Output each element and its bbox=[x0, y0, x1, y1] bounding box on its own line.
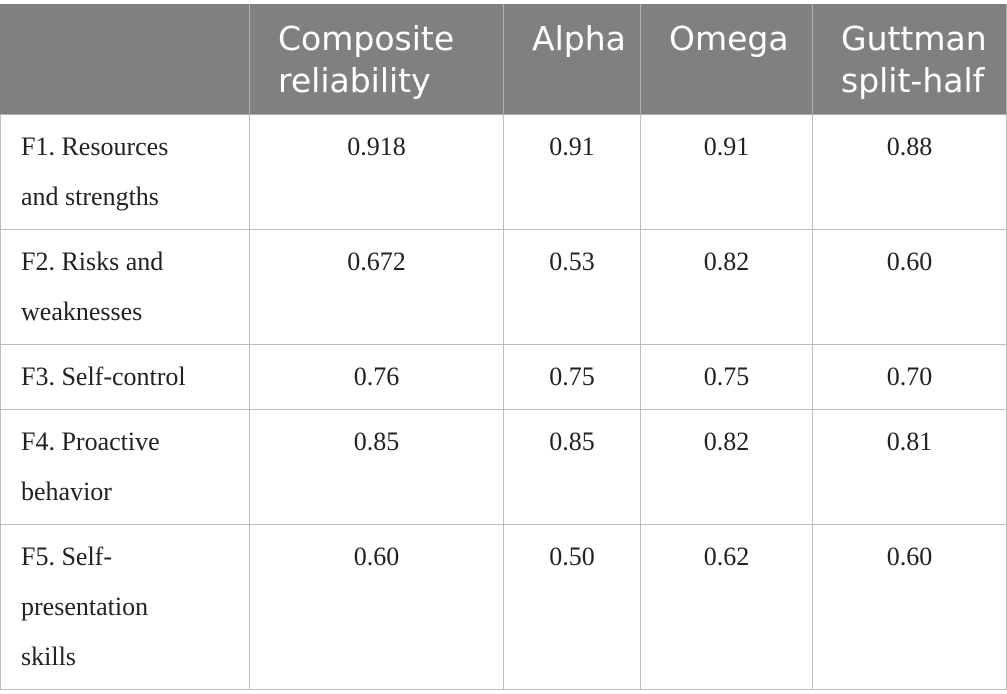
factor-line: skills bbox=[21, 642, 76, 671]
guttman-cell: 0.70 bbox=[813, 345, 1007, 410]
alpha-cell: 0.91 bbox=[504, 115, 641, 230]
omega-cell: 0.75 bbox=[641, 345, 813, 410]
omega-cell: 0.82 bbox=[641, 230, 813, 345]
omega-cell: 0.82 bbox=[641, 410, 813, 525]
factor-line: behavior bbox=[21, 477, 112, 506]
header-line: reliability bbox=[278, 61, 431, 100]
table-row: F3. Self-control 0.76 0.75 0.75 0.70 bbox=[1, 345, 1007, 410]
header-omega: Omega bbox=[641, 4, 813, 115]
factor-line: F5. Self- bbox=[21, 542, 112, 571]
header-line: Guttman bbox=[841, 19, 987, 58]
header-line: split-half bbox=[841, 61, 984, 100]
composite-reliability-cell: 0.918 bbox=[250, 115, 504, 230]
reliability-table: Composite reliability Alpha Omega Guttma… bbox=[0, 4, 1007, 690]
factor-line: F3. Self-control bbox=[21, 362, 186, 391]
guttman-cell: 0.60 bbox=[813, 525, 1007, 690]
guttman-cell: 0.60 bbox=[813, 230, 1007, 345]
header-guttman-split-half: Guttman split-half bbox=[813, 4, 1007, 115]
table-row: F4. Proactive behavior 0.85 0.85 0.82 0.… bbox=[1, 410, 1007, 525]
factor-cell: F1. Resources and strengths bbox=[1, 115, 250, 230]
header-line: Alpha bbox=[532, 19, 626, 58]
factor-cell: F2. Risks and weaknesses bbox=[1, 230, 250, 345]
factor-cell: F5. Self- presentation skills bbox=[1, 525, 250, 690]
header-line: Composite bbox=[278, 19, 454, 58]
factor-line: F1. Resources bbox=[21, 132, 168, 161]
omega-cell: 0.91 bbox=[641, 115, 813, 230]
header-row: Composite reliability Alpha Omega Guttma… bbox=[1, 4, 1007, 115]
factor-line: F2. Risks and bbox=[21, 247, 163, 276]
composite-reliability-cell: 0.672 bbox=[250, 230, 504, 345]
factor-line: presentation bbox=[21, 592, 148, 621]
factor-line: weaknesses bbox=[21, 297, 142, 326]
factor-line: F4. Proactive bbox=[21, 427, 160, 456]
factor-cell: F3. Self-control bbox=[1, 345, 250, 410]
header-line: Omega bbox=[669, 19, 789, 58]
factor-line: and strengths bbox=[21, 182, 159, 211]
composite-reliability-cell: 0.85 bbox=[250, 410, 504, 525]
composite-reliability-cell: 0.76 bbox=[250, 345, 504, 410]
omega-cell: 0.62 bbox=[641, 525, 813, 690]
header-alpha: Alpha bbox=[504, 4, 641, 115]
alpha-cell: 0.53 bbox=[504, 230, 641, 345]
factor-cell: F4. Proactive behavior bbox=[1, 410, 250, 525]
alpha-cell: 0.50 bbox=[504, 525, 641, 690]
header-factor bbox=[1, 4, 250, 115]
alpha-cell: 0.75 bbox=[504, 345, 641, 410]
guttman-cell: 0.88 bbox=[813, 115, 1007, 230]
header-composite-reliability: Composite reliability bbox=[250, 4, 504, 115]
table-row: F2. Risks and weaknesses 0.672 0.53 0.82… bbox=[1, 230, 1007, 345]
composite-reliability-cell: 0.60 bbox=[250, 525, 504, 690]
alpha-cell: 0.85 bbox=[504, 410, 641, 525]
table-row: F5. Self- presentation skills 0.60 0.50 … bbox=[1, 525, 1007, 690]
guttman-cell: 0.81 bbox=[813, 410, 1007, 525]
table-row: F1. Resources and strengths 0.918 0.91 0… bbox=[1, 115, 1007, 230]
